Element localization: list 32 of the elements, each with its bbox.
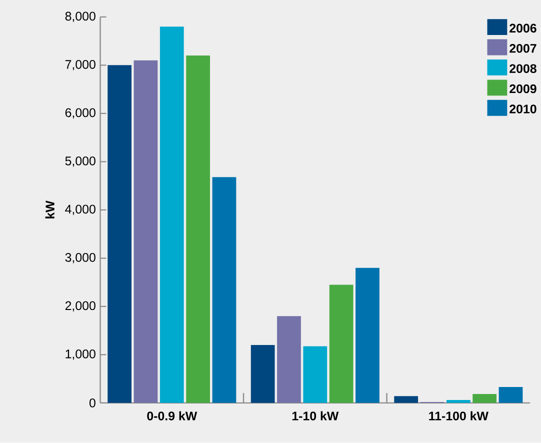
y-axis-title: kW bbox=[45, 200, 54, 219]
y-tick-label: 0 bbox=[89, 398, 96, 408]
x-tick-label: 0-0.9 kW bbox=[147, 411, 198, 421]
bar bbox=[356, 268, 380, 404]
y-tick-label: 6,000 bbox=[65, 108, 96, 119]
y-tick-label: 4,000 bbox=[65, 204, 96, 216]
y-tick-label: 5,000 bbox=[65, 156, 96, 167]
bar bbox=[303, 346, 328, 404]
legend-label: 2008 bbox=[510, 64, 536, 74]
y-tick-label: 2,000 bbox=[65, 301, 96, 312]
legend-label: 2007 bbox=[510, 44, 536, 53]
bar bbox=[498, 387, 523, 404]
bar bbox=[329, 284, 354, 404]
bar bbox=[160, 26, 184, 404]
bar bbox=[186, 56, 210, 404]
bar bbox=[394, 396, 418, 404]
bar bbox=[446, 400, 470, 404]
bar bbox=[108, 65, 132, 404]
y-tick-label: 3,000 bbox=[65, 253, 96, 264]
bar bbox=[134, 60, 158, 404]
legend-label: 2010 bbox=[510, 104, 536, 114]
y-tick-label: 7,000 bbox=[65, 60, 96, 70]
bar bbox=[472, 394, 497, 404]
legend-label: 2009 bbox=[510, 84, 536, 94]
x-tick-label: 11-100 kW bbox=[429, 411, 488, 421]
bar bbox=[212, 177, 236, 404]
y-tick-label: 1,000 bbox=[66, 350, 96, 360]
y-tick-label: 8,000 bbox=[65, 12, 96, 22]
bar bbox=[250, 345, 275, 404]
bar bbox=[277, 316, 301, 404]
x-tick-label: 1-10 kW bbox=[292, 411, 339, 421]
legend-label: 2006 bbox=[510, 24, 536, 33]
